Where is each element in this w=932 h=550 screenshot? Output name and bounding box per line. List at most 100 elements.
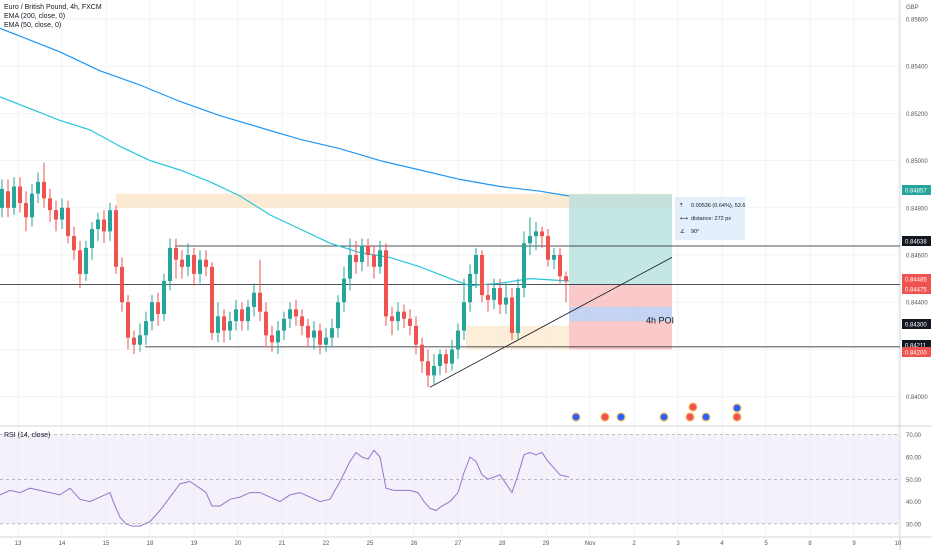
candles [0, 162, 568, 388]
candle-body [66, 207, 70, 237]
candle-body [498, 288, 502, 305]
candle-body [204, 259, 208, 267]
countdown-label: 03:48:08 [905, 293, 923, 298]
measure-line3: 90° [691, 229, 699, 235]
candle-body [192, 255, 196, 274]
candle-body [378, 250, 382, 267]
time-tick-label: 15 [103, 541, 110, 547]
event-icons[interactable] [571, 402, 742, 422]
candle-body [366, 245, 370, 255]
candle-body [270, 335, 274, 343]
rsi-tick-label: 30.00 [906, 522, 922, 528]
time-tick-label: 10 [895, 541, 902, 547]
candle-body [348, 255, 352, 279]
candle-body [414, 325, 418, 345]
candle-body [342, 278, 346, 303]
candle-body [288, 309, 292, 319]
rsi-pane: 70.00 60.00 50.00 40.00 30.00 [0, 433, 922, 528]
time-tick-label: 19 [191, 541, 198, 547]
economic-event-icon [732, 403, 742, 413]
candle-body [516, 288, 520, 333]
price-tag [902, 236, 931, 246]
indicator-ema200[interactable]: EMA (200, close, 0) [4, 13, 66, 20]
candle-body [48, 198, 52, 211]
symbol-title[interactable]: Euro / British Pound, 4h, FXCM [4, 4, 102, 11]
price-tick-label: 0.85200 [906, 112, 928, 118]
candle-body [492, 288, 496, 300]
candle-body [120, 266, 124, 303]
measure-line1: 0.00536 (0.64%), 53.6 [691, 203, 745, 209]
candle-body [390, 316, 394, 322]
candle-body [480, 255, 484, 296]
time-tick-label: 21 [279, 541, 286, 547]
candle-body [138, 335, 142, 345]
currency-label: GBP [906, 5, 919, 11]
candle-body [126, 302, 130, 338]
economic-event-icon [732, 412, 742, 422]
price-tag-label: 0.84638 [905, 240, 927, 246]
candle-body [528, 236, 532, 244]
candle-body [474, 255, 478, 274]
candle-body [258, 292, 262, 312]
price-tags: 0.84857 0.84638 0.84485 0.84475 0.84300 0.842… [902, 185, 931, 357]
rsi-title[interactable]: RSI (14, close) [4, 432, 51, 439]
price-tag [902, 340, 931, 350]
zones: 4h POI [116, 193, 674, 350]
price-tag-label: 0.84857 [905, 189, 927, 195]
time-tick-label: Nov [585, 541, 596, 547]
candle-body [384, 250, 388, 317]
candle-body [312, 330, 316, 338]
time-tick-label: 18 [147, 541, 154, 547]
price-tick-label: 0.85000 [906, 159, 928, 165]
candle-body [234, 309, 238, 322]
candle-body [396, 311, 400, 322]
candle-body [186, 255, 190, 267]
candle-body [486, 295, 490, 300]
candle-body [420, 344, 424, 362]
rsi-tick-label: 70.00 [906, 433, 922, 439]
candle-body [0, 188, 4, 208]
candle-body [156, 302, 160, 315]
time-tick-label: 25 [367, 541, 374, 547]
time-tick-label: 22 [323, 541, 330, 547]
candle-body [372, 255, 376, 267]
trendline [429, 257, 673, 388]
candle-body [162, 280, 166, 315]
price-tick-label: 0.85400 [906, 65, 928, 71]
rsi-tick-label: 40.00 [906, 500, 922, 506]
economic-event-icon [685, 412, 695, 422]
measure-icon: ⟷ [680, 216, 689, 222]
time-tick-label: 20 [235, 541, 242, 547]
candle-body [18, 186, 22, 204]
time-tick-label: 14 [59, 541, 66, 547]
price-tag-label: 0.84300 [905, 323, 927, 329]
price-tag [902, 319, 931, 329]
measure-icon: ⤒ [680, 203, 683, 209]
indicator-ema50[interactable]: EMA (50, close, 0) [4, 22, 62, 29]
candle-body [360, 245, 364, 263]
price-tag-label: 0.84200 [905, 351, 927, 357]
time-tick-label: 2 [632, 541, 636, 547]
ema200-line [0, 27, 570, 197]
candle-body [36, 181, 40, 194]
candle-body [450, 349, 454, 364]
measure-tool[interactable]: ⤒ 0.00536 (0.64%), 53.6 ⟷ distance: 272 px ∠… [675, 197, 745, 240]
candle-body [306, 325, 310, 338]
rsi-tick-label: 60.00 [906, 455, 922, 461]
candle-body [324, 337, 328, 345]
candle-body [72, 236, 76, 251]
candle-body [426, 361, 430, 376]
candle-body [114, 210, 118, 267]
price-tag-label: 0.84475 [905, 288, 927, 294]
candle-body [354, 255, 358, 263]
time-tick-label: 5 [764, 541, 768, 547]
candle-body [558, 255, 562, 277]
ema-lines [0, 27, 570, 287]
time-axis[interactable]: 13 14 15 18 19 20 21 22 25 26 27 28 29 Nov 2 3 4 5 8 9 10 [15, 541, 902, 547]
candle-body [228, 321, 232, 331]
candle-body [246, 306, 250, 322]
candle-body [438, 354, 442, 366]
candle-body [6, 191, 10, 208]
supply-zone [116, 193, 672, 208]
